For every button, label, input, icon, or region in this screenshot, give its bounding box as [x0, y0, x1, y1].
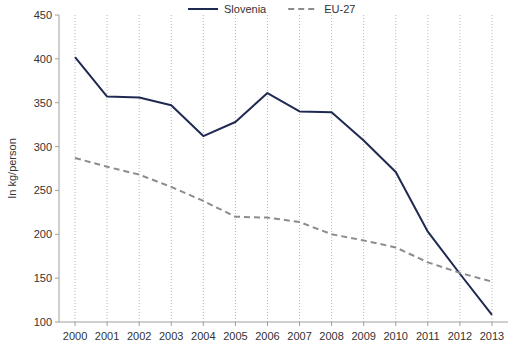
x-tick	[299, 322, 300, 326]
legend-label: Slovenia	[224, 3, 267, 15]
grid-line	[107, 15, 108, 322]
y-tick	[55, 146, 59, 147]
x-tick	[139, 322, 140, 326]
y-axis	[59, 15, 60, 322]
chart: 100 150 200 250 300 350 400 450 2000 2001 2002 2003…	[0, 0, 516, 354]
series-line	[75, 158, 492, 282]
x-tick-label: 2009	[351, 330, 375, 342]
y-tick-label: 300	[34, 141, 52, 153]
x-tick-label: 2004	[191, 330, 215, 342]
grid-line	[203, 15, 204, 322]
x-tick	[491, 322, 492, 326]
x-tick	[395, 322, 396, 326]
x-tick-label: 2002	[127, 330, 151, 342]
grid-line	[139, 15, 140, 322]
grid-line	[75, 15, 76, 322]
grid-line	[299, 15, 300, 322]
x-tick	[171, 322, 172, 326]
y-tick	[55, 234, 59, 235]
x-tick-label: 2001	[95, 330, 119, 342]
y-tick-label: 250	[34, 184, 52, 196]
y-tick	[55, 58, 59, 59]
y-tick-label: 100	[34, 316, 52, 328]
legend-swatch	[188, 8, 218, 10]
x-tick-label: 2010	[384, 330, 408, 342]
grid-line	[395, 15, 396, 322]
grid-line	[427, 15, 428, 322]
y-tick	[55, 15, 59, 16]
y-tick	[55, 102, 59, 103]
x-tick-label: 2013	[480, 330, 504, 342]
grid-line	[331, 15, 332, 322]
x-tick	[107, 322, 108, 326]
x-tick-label: 2011	[416, 330, 440, 342]
x-tick	[331, 322, 332, 326]
grid-line	[235, 15, 236, 322]
y-tick	[55, 190, 59, 191]
series-group	[75, 57, 492, 315]
grid-line	[363, 15, 364, 322]
x-tick-label: 2006	[255, 330, 279, 342]
legend-label: EU-27	[324, 3, 355, 15]
y-tick-label: 200	[34, 228, 52, 240]
x-tick-label: 2003	[159, 330, 183, 342]
x-axis	[59, 322, 508, 323]
x-tick-label: 2005	[223, 330, 247, 342]
x-tick-label: 2000	[63, 330, 87, 342]
grid-line	[267, 15, 268, 322]
legend-swatch	[288, 8, 318, 10]
x-tick	[235, 322, 236, 326]
x-tick	[75, 322, 76, 326]
y-tick	[55, 322, 59, 323]
y-axis-label: In kg/person	[6, 138, 18, 199]
x-tick-label: 2007	[287, 330, 311, 342]
y-tick	[55, 278, 59, 279]
x-tick	[203, 322, 204, 326]
y-tick-label: 450	[34, 9, 52, 21]
y-tick-label: 400	[34, 53, 52, 65]
x-tick-label: 2008	[319, 330, 343, 342]
x-tick-label: 2012	[448, 330, 472, 342]
y-tick-label: 350	[34, 97, 52, 109]
x-tick	[459, 322, 460, 326]
x-tick	[427, 322, 428, 326]
legend: Slovenia EU-27	[188, 3, 355, 15]
x-tick	[363, 322, 364, 326]
y-tick-label: 150	[34, 272, 52, 284]
grid-line	[459, 15, 460, 322]
x-tick	[267, 322, 268, 326]
series-line	[75, 57, 492, 315]
grid-line	[491, 15, 492, 322]
grid-line	[171, 15, 172, 322]
